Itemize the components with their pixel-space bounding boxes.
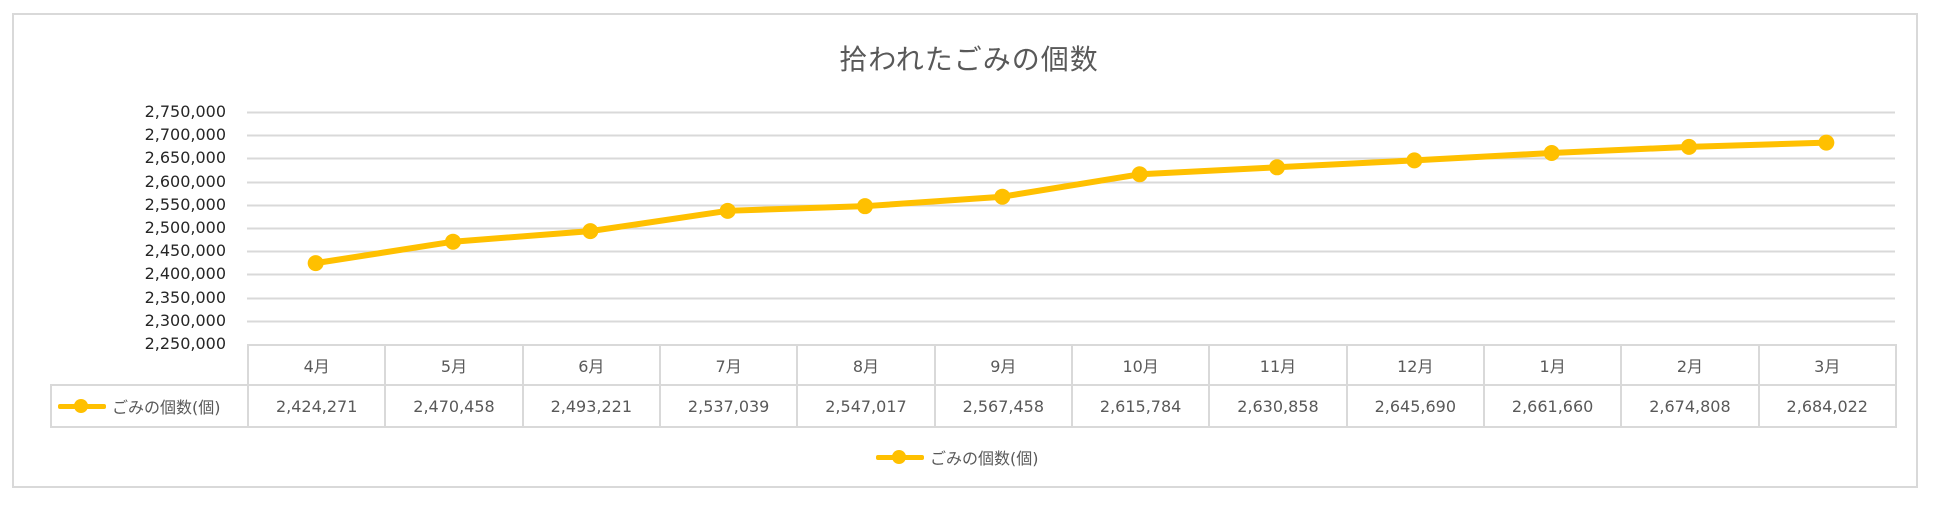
- data-point-marker[interactable]: [1269, 159, 1285, 176]
- data-value-cell: 2,615,784: [1070, 384, 1211, 428]
- data-table-corner: [51, 345, 249, 386]
- category-label: 3月: [1757, 344, 1897, 386]
- y-tick-label: 2,650,000: [144, 148, 226, 168]
- series-line[interactable]: [315, 139, 1827, 267]
- data-value-cell: 2,493,221: [521, 384, 661, 428]
- data-value-cell: 2,661,660: [1482, 384, 1623, 428]
- data-point-marker[interactable]: [445, 233, 461, 250]
- data-point-marker[interactable]: [1543, 144, 1560, 161]
- data-value-cell: 2,630,858: [1208, 384, 1348, 428]
- data-table-header-row: 4月 5月 6月 7月 8月 9月 10月 11月 12月 1月 2月 3月: [51, 344, 1897, 386]
- y-tick-label: 2,600,000: [144, 171, 226, 191]
- data-point-marker[interactable]: [1131, 166, 1148, 183]
- y-tick-label: 2,750,000: [144, 102, 226, 121]
- category-label: 8月: [796, 344, 936, 386]
- data-value-cell: 2,645,690: [1345, 384, 1485, 428]
- data-point-marker[interactable]: [1681, 138, 1697, 155]
- category-label: 1月: [1482, 344, 1623, 386]
- data-point-marker[interactable]: [1818, 134, 1835, 151]
- chart-title: 拾われたごみの個数: [839, 43, 1099, 76]
- category-label: 12月: [1345, 344, 1485, 386]
- category-label: 11月: [1208, 344, 1348, 386]
- data-point-marker[interactable]: [582, 223, 599, 240]
- row-label: ごみの個数(個): [112, 398, 221, 417]
- legend-line-marker-icon: [876, 450, 924, 464]
- data-value-cell: 2,424,271: [246, 384, 387, 428]
- category-label: 2月: [1620, 344, 1760, 386]
- data-table: 4月 5月 6月 7月 8月 9月 10月 11月 12月 1月 2月 3月 ごみの個数(個) 2,4…: [50, 344, 1897, 428]
- y-tick-label: 2,700,000: [144, 125, 226, 145]
- y-tick-label: 2,500,000: [144, 218, 226, 237]
- legend[interactable]: ごみの個数(個): [876, 446, 1039, 468]
- category-label: 6月: [521, 344, 661, 386]
- legend-label: ごみの個数(個): [930, 449, 1039, 468]
- category-label: 4月: [246, 344, 387, 386]
- y-tick-label: 2,450,000: [144, 241, 226, 261]
- y-tick-label: 2,300,000: [144, 310, 226, 330]
- data-value-cell: 2,674,808: [1620, 384, 1760, 428]
- data-point-marker[interactable]: [994, 188, 1011, 205]
- data-point-marker[interactable]: [857, 198, 873, 215]
- category-label: 10月: [1070, 344, 1211, 386]
- data-value-cell: 2,547,017: [796, 384, 936, 428]
- data-value-cell: 2,567,458: [933, 384, 1073, 428]
- data-point-marker[interactable]: [719, 202, 736, 219]
- data-value-cell: 2,470,458: [384, 384, 524, 428]
- category-label: 7月: [658, 344, 799, 386]
- data-value-cell: 2,537,039: [658, 384, 799, 428]
- category-label: 5月: [384, 344, 524, 386]
- series-line-marker-icon: [58, 399, 106, 413]
- y-tick-label: 2,400,000: [144, 264, 226, 284]
- data-value-cell: 2,684,022: [1757, 384, 1897, 428]
- y-tick-label: 2,550,000: [144, 194, 226, 214]
- data-table-row: ごみの個数(個) 2,424,271 2,470,458 2,493,221 2,53…: [50, 384, 1897, 428]
- category-label: 9月: [933, 344, 1073, 386]
- y-tick-label: 2,350,000: [144, 287, 226, 307]
- data-table-row-header: ごみの個数(個): [50, 384, 249, 428]
- data-point-marker[interactable]: [307, 255, 324, 272]
- data-point-marker[interactable]: [1406, 152, 1423, 169]
